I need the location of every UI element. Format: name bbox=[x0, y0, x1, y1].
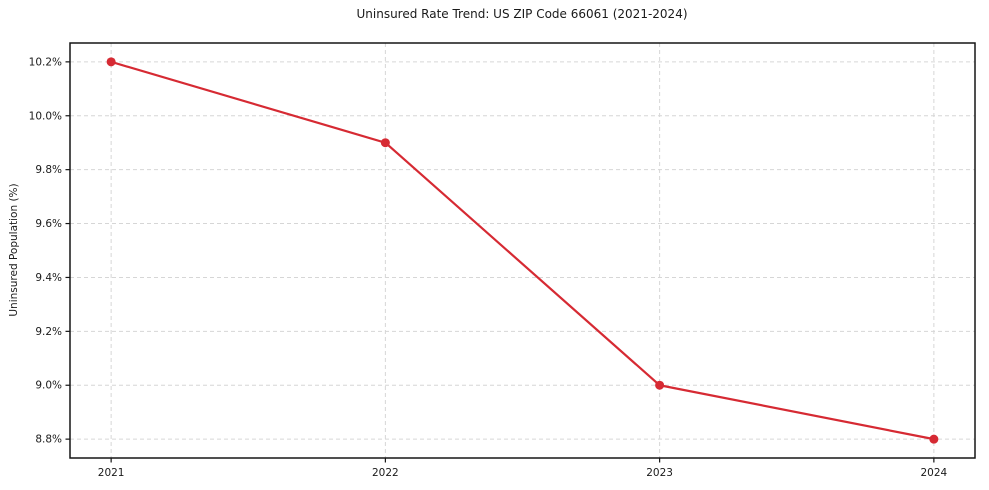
chart-title: Uninsured Rate Trend: US ZIP Code 66061 … bbox=[356, 7, 688, 21]
data-point bbox=[929, 434, 939, 444]
y-tick-label: 10.2% bbox=[29, 56, 62, 68]
data-point bbox=[106, 57, 116, 67]
y-tick-label: 9.6% bbox=[35, 218, 62, 230]
y-tick-label: 9.2% bbox=[35, 326, 62, 338]
plot-area bbox=[70, 43, 975, 458]
data-point bbox=[655, 380, 665, 390]
x-tick-label: 2024 bbox=[920, 467, 947, 479]
y-tick-label: 8.8% bbox=[35, 434, 62, 446]
x-tick-label: 2021 bbox=[98, 467, 125, 479]
y-axis-label: Uninsured Population (%) bbox=[8, 183, 20, 317]
y-tick-label: 9.0% bbox=[35, 380, 62, 392]
y-tick-label: 9.4% bbox=[35, 272, 62, 284]
data-point bbox=[380, 138, 390, 148]
plot-border bbox=[69, 42, 976, 459]
x-tick-label: 2022 bbox=[372, 467, 399, 479]
y-tick-label: 10.0% bbox=[29, 110, 62, 122]
y-tick-label: 9.8% bbox=[35, 164, 62, 176]
x-tick-label: 2023 bbox=[646, 467, 673, 479]
trend-line bbox=[110, 60, 935, 441]
